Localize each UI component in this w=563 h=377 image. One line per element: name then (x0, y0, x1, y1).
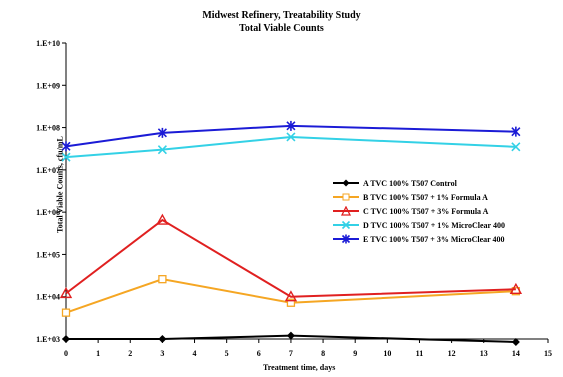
legend-label: C TVC 100% T507 + 3% Formula A (363, 206, 489, 216)
legend-label: A TVC 100% T507 Control (363, 178, 457, 188)
series-line-4 (65, 124, 516, 148)
x-axis-label: Treatment time, days (263, 363, 336, 372)
legend-item: B TVC 100% T507 + 1% Formula A (333, 190, 505, 204)
data-point-1 (286, 298, 296, 307)
legend-label: D TVC 100% T507 + 1% MicroClear 400 (363, 220, 505, 230)
x-tick-label: 10 (383, 349, 391, 358)
data-point-3 (61, 152, 71, 162)
data-point-2 (59, 286, 73, 299)
data-point-4 (61, 141, 71, 152)
legend-item: D TVC 100% T507 + 1% MicroClear 400 (333, 218, 505, 232)
series-line-1 (65, 278, 516, 314)
data-point-1 (61, 308, 71, 317)
x-tick-label: 8 (321, 349, 325, 358)
data-point-4 (157, 127, 167, 138)
legend: A TVC 100% T507 Control B TVC 100% T507 +… (333, 176, 505, 246)
chart-subtitle: Total Viable Counts (239, 23, 324, 34)
data-point-0 (158, 335, 167, 343)
series-line-2 (65, 218, 516, 298)
y-tick-label: 1.E+04 (36, 293, 60, 302)
legend-swatch (333, 234, 359, 244)
x-tick-label: 0 (64, 349, 68, 358)
y-tick-label: 1.E+08 (36, 124, 60, 133)
y-tick-label: 1.E+03 (36, 335, 60, 344)
data-point-0 (62, 335, 70, 343)
data-point-0 (511, 337, 520, 346)
data-point-1 (158, 275, 167, 284)
data-point-2 (509, 282, 523, 294)
data-point-4 (286, 120, 296, 131)
data-point-3 (511, 142, 521, 152)
legend-item: E TVC 100% T507 + 3% MicroClear 400 (333, 232, 505, 246)
y-tick-label: 1.E+07 (36, 166, 60, 175)
x-tick-label: 4 (193, 349, 197, 358)
legend-swatch (333, 179, 359, 187)
y-tick-label: 1.E+06 (36, 208, 60, 217)
legend-label: E TVC 100% T507 + 3% MicroClear 400 (363, 234, 505, 244)
x-tick-label: 3 (160, 349, 164, 358)
data-point-4 (511, 126, 521, 137)
data-point-3 (286, 132, 296, 142)
legend-label: B TVC 100% T507 + 1% Formula A (363, 192, 488, 202)
legend-swatch (333, 193, 359, 201)
x-tick-label: 5 (225, 349, 229, 358)
x-tick-label: 1 (96, 349, 100, 358)
y-tick-label: 1.E+10 (36, 39, 60, 48)
legend-swatch (333, 206, 359, 216)
x-tick-label: 2 (128, 349, 132, 358)
series-line-3 (65, 135, 516, 159)
x-tick-label: 7 (289, 349, 293, 358)
data-point-3 (157, 145, 167, 155)
data-point-0 (286, 331, 295, 340)
data-point-2 (284, 290, 298, 302)
x-tick-label: 11 (416, 349, 424, 358)
legend-swatch (333, 220, 359, 230)
x-tick-label: 6 (257, 349, 261, 358)
x-tick-label: 15 (544, 349, 552, 358)
y-tick-label: 1.E+09 (36, 81, 60, 90)
y-tick-label: 1.E+05 (36, 250, 60, 259)
x-tick-label: 13 (480, 349, 488, 358)
y-axis-label: Total Viable Counts, cfu/mL (55, 136, 65, 233)
legend-item: A TVC 100% T507 Control (333, 176, 505, 190)
chart-title: Midwest Refinery, Treatability Study (202, 10, 361, 21)
x-tick-label: 14 (512, 349, 520, 358)
x-tick-label: 12 (448, 349, 456, 358)
data-point-2 (156, 213, 169, 225)
x-tick-label: 9 (353, 349, 357, 358)
legend-item: C TVC 100% T507 + 3% Formula A (333, 204, 505, 218)
series-line-0 (66, 334, 516, 343)
